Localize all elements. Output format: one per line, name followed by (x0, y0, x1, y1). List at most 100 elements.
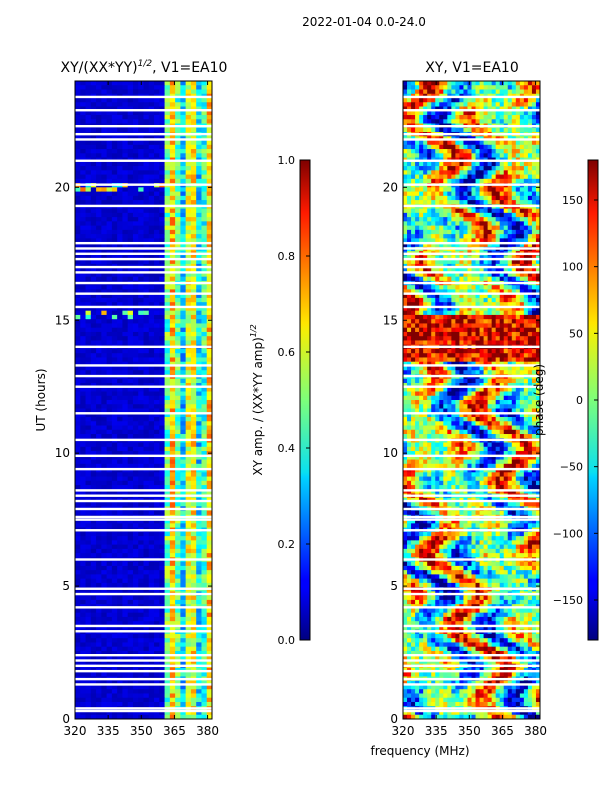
heatmap-cell (148, 319, 155, 324)
heatmap-cell (111, 336, 118, 341)
heatmap-cell (169, 574, 176, 580)
heatmap-cell (143, 238, 150, 244)
heatmap-cell (143, 455, 150, 460)
heatmap-cell (96, 621, 102, 626)
heatmap-cell (80, 327, 86, 333)
heatmap-cell (159, 102, 165, 107)
heatmap-cell (127, 89, 134, 95)
heatmap-cell (503, 81, 509, 86)
heatmap-cell (96, 306, 102, 312)
heatmap-cell (75, 425, 81, 431)
heatmap-cell (159, 417, 165, 422)
heatmap-cell (117, 502, 123, 507)
heatmap-cell (96, 102, 102, 107)
heatmap-cell (196, 468, 202, 473)
heatmap-cell (180, 574, 187, 580)
heatmap-cell (403, 140, 408, 146)
heatmap-cell (190, 323, 197, 329)
heatmap-cell (463, 106, 468, 112)
heatmap-cell (527, 195, 533, 201)
heatmap-cell (143, 417, 150, 422)
heatmap-cell (132, 616, 139, 622)
flagged-row (75, 412, 212, 415)
heatmap-cell (467, 144, 472, 150)
heatmap-cell (180, 684, 187, 690)
heatmap-cell (111, 689, 118, 694)
heatmap-cell (127, 102, 134, 107)
heatmap-cell (206, 442, 213, 448)
heatmap-cell (185, 425, 192, 431)
heatmap-cell (180, 489, 187, 494)
heatmap-cell (196, 608, 202, 614)
heatmap-cell (85, 417, 92, 422)
heatmap-cell (132, 536, 139, 541)
heatmap-cell (491, 140, 497, 146)
heatmap-cell (127, 616, 134, 622)
heatmap-cell (190, 395, 197, 401)
heatmap-cell (206, 489, 213, 494)
heatmap-cell (185, 144, 192, 150)
heatmap-cell (111, 599, 118, 605)
heatmap-cell (206, 599, 213, 605)
heatmap-cell (148, 323, 155, 329)
heatmap-cell (101, 361, 108, 367)
heatmap-cell (159, 510, 165, 516)
heatmap-cell (96, 531, 102, 537)
heatmap-cell (127, 225, 134, 231)
heatmap-cell (169, 268, 176, 273)
heatmap-cell (101, 608, 108, 614)
heatmap-cell (511, 153, 517, 158)
heatmap-cell (117, 616, 123, 622)
heatmap-cell (159, 221, 165, 227)
heatmap-cell (111, 693, 118, 699)
heatmap-cell (106, 408, 113, 414)
heatmap-cell (164, 412, 171, 418)
heatmap-cell (190, 612, 197, 618)
heatmap-cell (132, 680, 139, 686)
heatmap-cell (159, 127, 165, 133)
heatmap-cell (499, 89, 505, 95)
heatmap-cell (106, 238, 113, 244)
flagged-row (75, 454, 212, 458)
heatmap-cell (159, 608, 165, 614)
heatmap-cell (90, 625, 97, 631)
heatmap-cell (196, 412, 202, 418)
heatmap-cell (132, 166, 139, 171)
heatmap-cell (138, 370, 144, 375)
heatmap-cell (80, 234, 86, 239)
heatmap-cell (122, 480, 129, 486)
heatmap-cell (101, 106, 108, 112)
heatmap-cell (127, 110, 134, 116)
heatmap-cell (185, 531, 192, 537)
heatmap-cell (96, 570, 102, 575)
heatmap-cell (190, 455, 197, 460)
heatmap-cell (196, 476, 202, 482)
heatmap-cell (132, 659, 139, 665)
heatmap-cell (487, 98, 493, 103)
heatmap-cell (85, 272, 92, 278)
heatmap-cell (515, 110, 521, 116)
heatmap-cell (411, 178, 416, 184)
heatmap-cell (431, 110, 436, 116)
heatmap-cell (80, 476, 86, 482)
heatmap-cell (127, 523, 134, 528)
heatmap-cell (117, 85, 123, 90)
heatmap-cell (127, 451, 134, 456)
heatmap-cell (122, 85, 129, 90)
heatmap-cell (419, 166, 424, 171)
heatmap-cell (143, 693, 150, 699)
heatmap-cell (85, 98, 92, 103)
heatmap-cell (154, 502, 160, 507)
heatmap-cell (403, 102, 408, 107)
heatmap-cell (75, 442, 81, 448)
heatmap-cell (180, 710, 187, 716)
heatmap-cell (201, 404, 208, 409)
flagged-row (75, 385, 212, 388)
heatmap-cell (196, 229, 202, 235)
heatmap-cell (201, 565, 208, 571)
heatmap-cell (169, 212, 176, 218)
heatmap-cell (185, 599, 192, 605)
heatmap-cell (122, 536, 129, 541)
heatmap-cell (106, 612, 113, 618)
heatmap-cell (190, 276, 197, 282)
